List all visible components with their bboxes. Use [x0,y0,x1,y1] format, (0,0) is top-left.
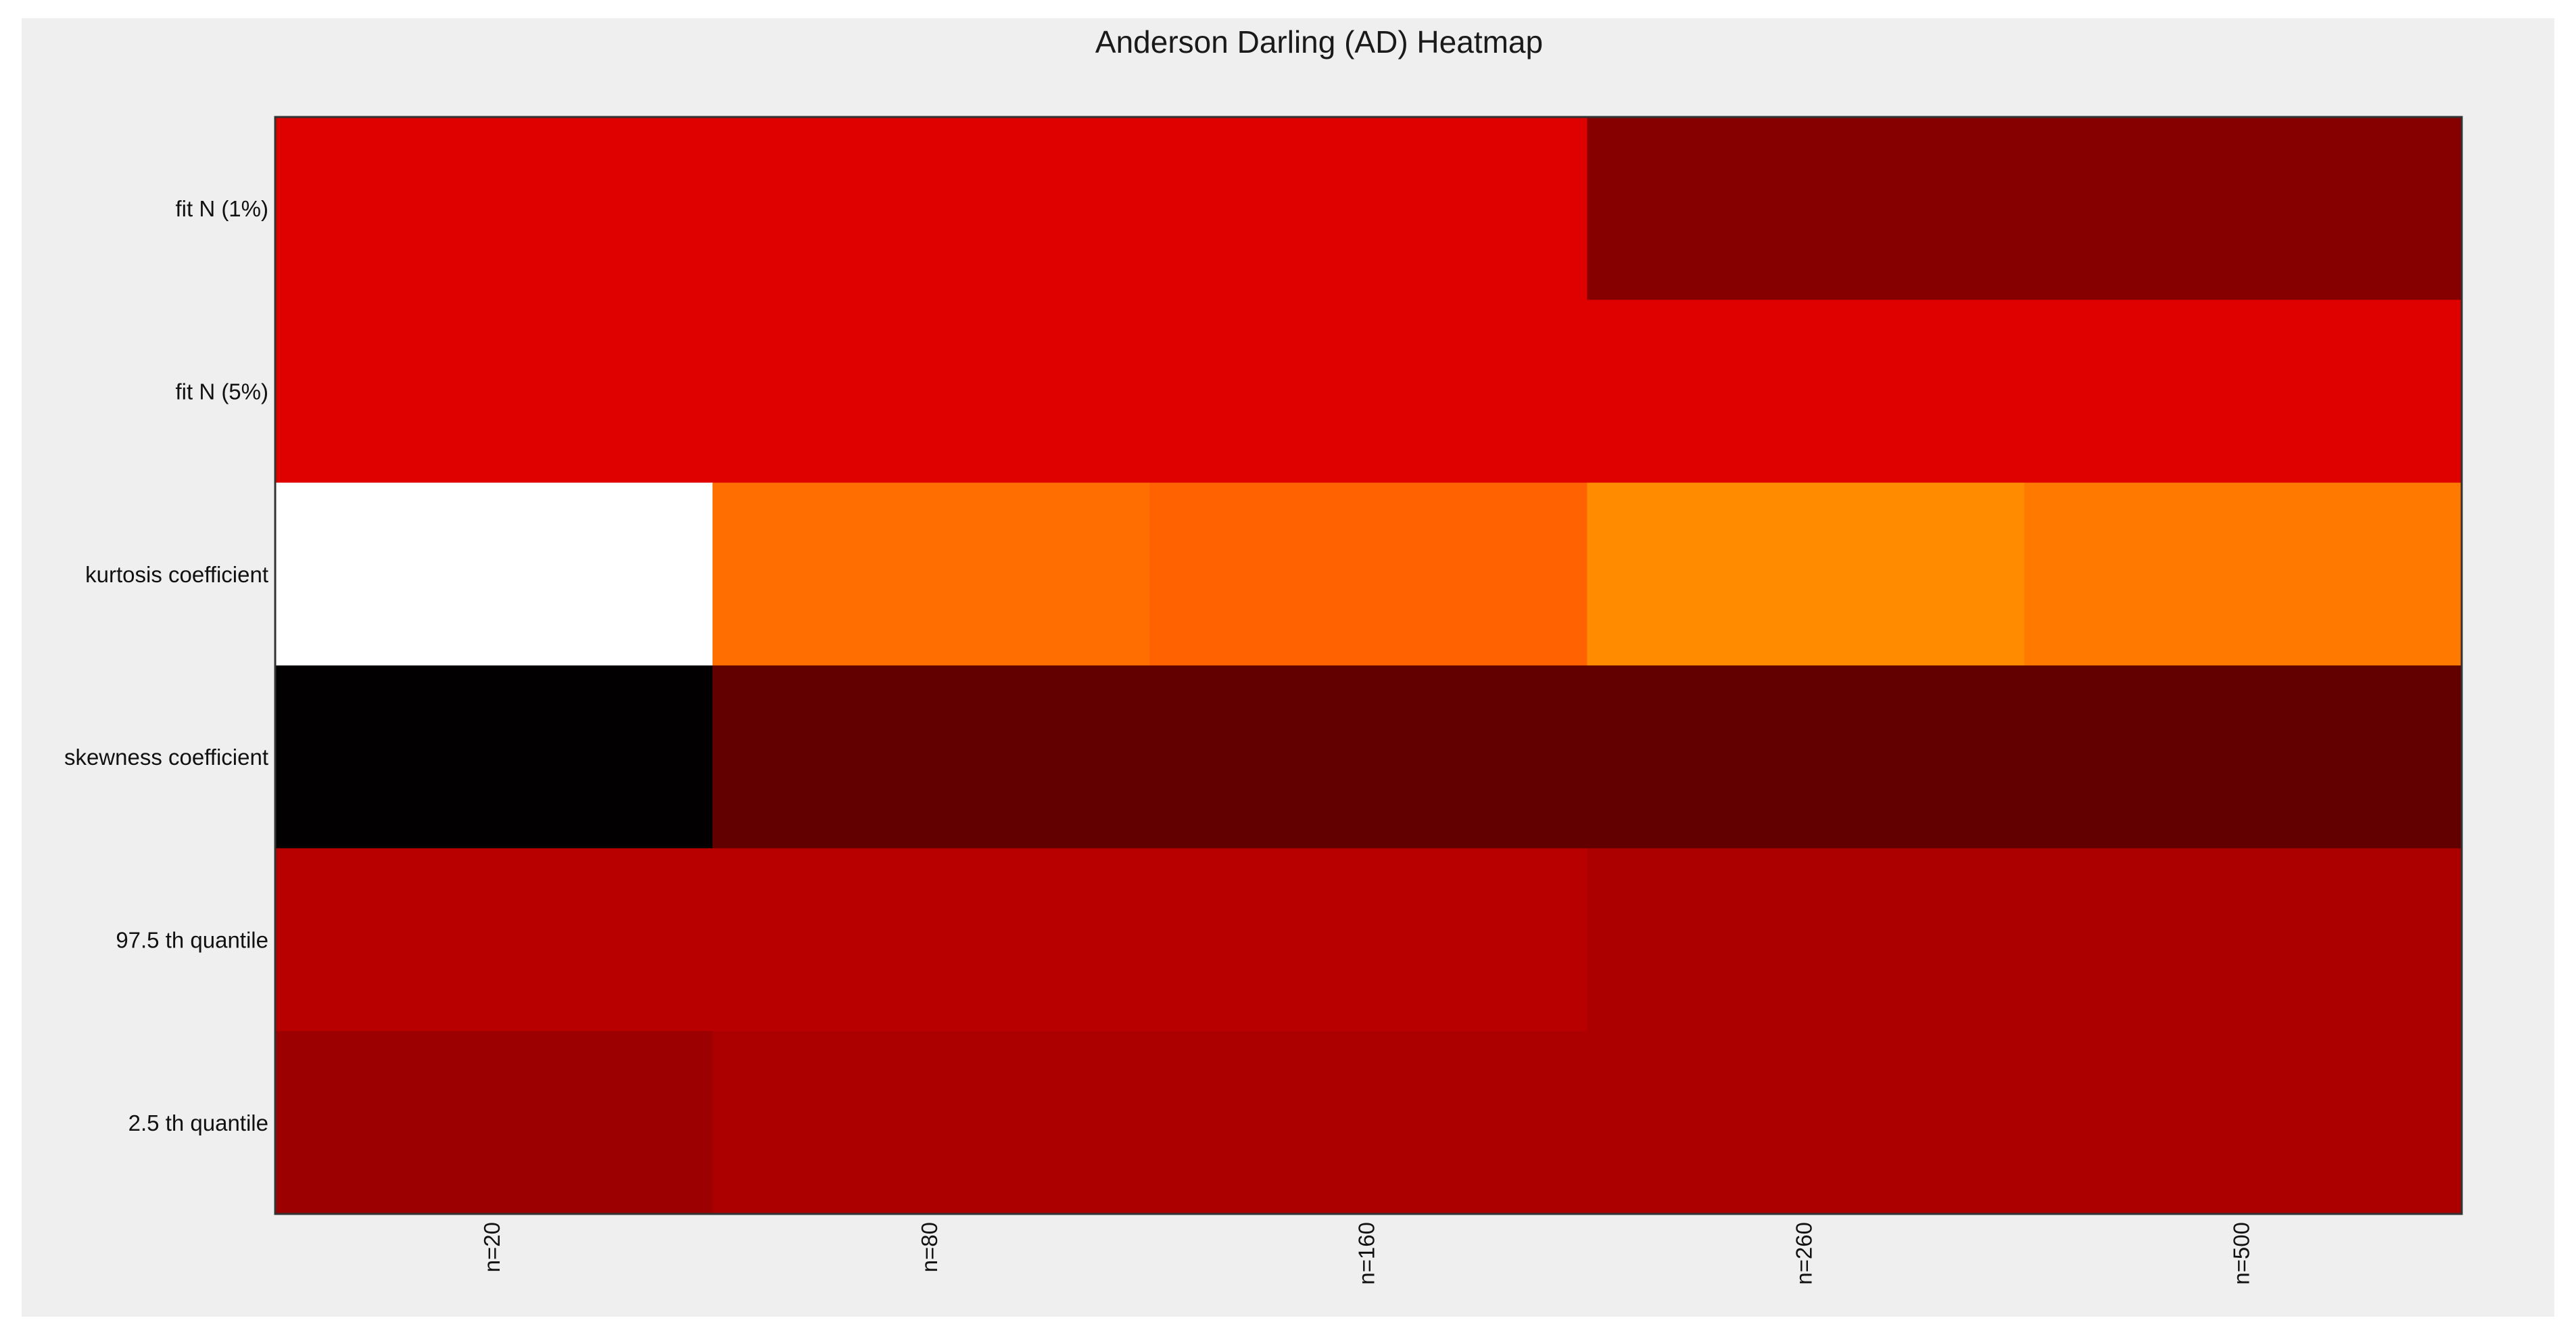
heatmap-cell [275,848,713,1032]
heatmap-cell [1587,300,2025,484]
heatmap-cell [2024,117,2462,300]
heatmap-cell [712,1031,1151,1215]
heatmap-cell [275,665,713,849]
heatmap-cell [1587,482,2025,666]
y-tick-label: kurtosis coefficient [85,562,268,587]
x-tick-label: n=260 [1792,1222,1817,1285]
heatmap-cell [2024,665,2462,849]
x-tick-label: n=80 [917,1222,942,1272]
heatmap-cell [1587,1031,2025,1215]
y-tick-label: fit N (5%) [175,379,268,404]
heatmap-cell [1149,1031,1588,1215]
heatmap-cell [712,482,1151,666]
chart-title: Anderson Darling (AD) Heatmap [1095,24,1543,60]
x-axis-tick-labels: n=20 n=80 n=160 n=260 n=500 [479,1222,2253,1285]
heatmap-cell [712,665,1151,849]
y-tick-label: 2.5 th quantile [128,1110,268,1135]
heatmap-cell [1149,665,1588,849]
heatmap-cell [1587,117,2025,300]
heatmap-cell [712,117,1151,300]
heatmap-cell [1587,848,2025,1032]
heatmap-cells [275,117,2462,1215]
x-tick-label: n=500 [2228,1222,2253,1285]
heatmap-cell [712,300,1151,484]
heatmap-cell [1149,848,1588,1032]
y-tick-label: skewness coefficient [64,745,268,770]
y-axis-tick-labels: fit N (1%) fit N (5%) kurtosis coefficient… [64,196,268,1135]
heatmap-cell [1149,482,1588,666]
x-tick-label: n=20 [479,1222,504,1272]
heatmap-cell [1149,300,1588,484]
y-tick-label: fit N (1%) [175,196,268,221]
heatmap-cell [2024,300,2462,484]
heatmap-cell [2024,848,2462,1032]
heatmap-cell [275,117,713,300]
y-tick-label: 97.5 th quantile [116,928,268,953]
heatmap-cell [275,300,713,484]
heatmap-cell [1149,117,1588,300]
plot-area-frame [274,116,2463,1215]
heatmap-cell [275,482,713,666]
heatmap-cell [275,1031,713,1215]
heatmap-cell [712,848,1151,1032]
x-tick-label: n=160 [1354,1222,1379,1285]
heatmap-cell [2024,482,2462,666]
heatmap-cell [1587,665,2025,849]
heatmap-cell [2024,1031,2462,1215]
